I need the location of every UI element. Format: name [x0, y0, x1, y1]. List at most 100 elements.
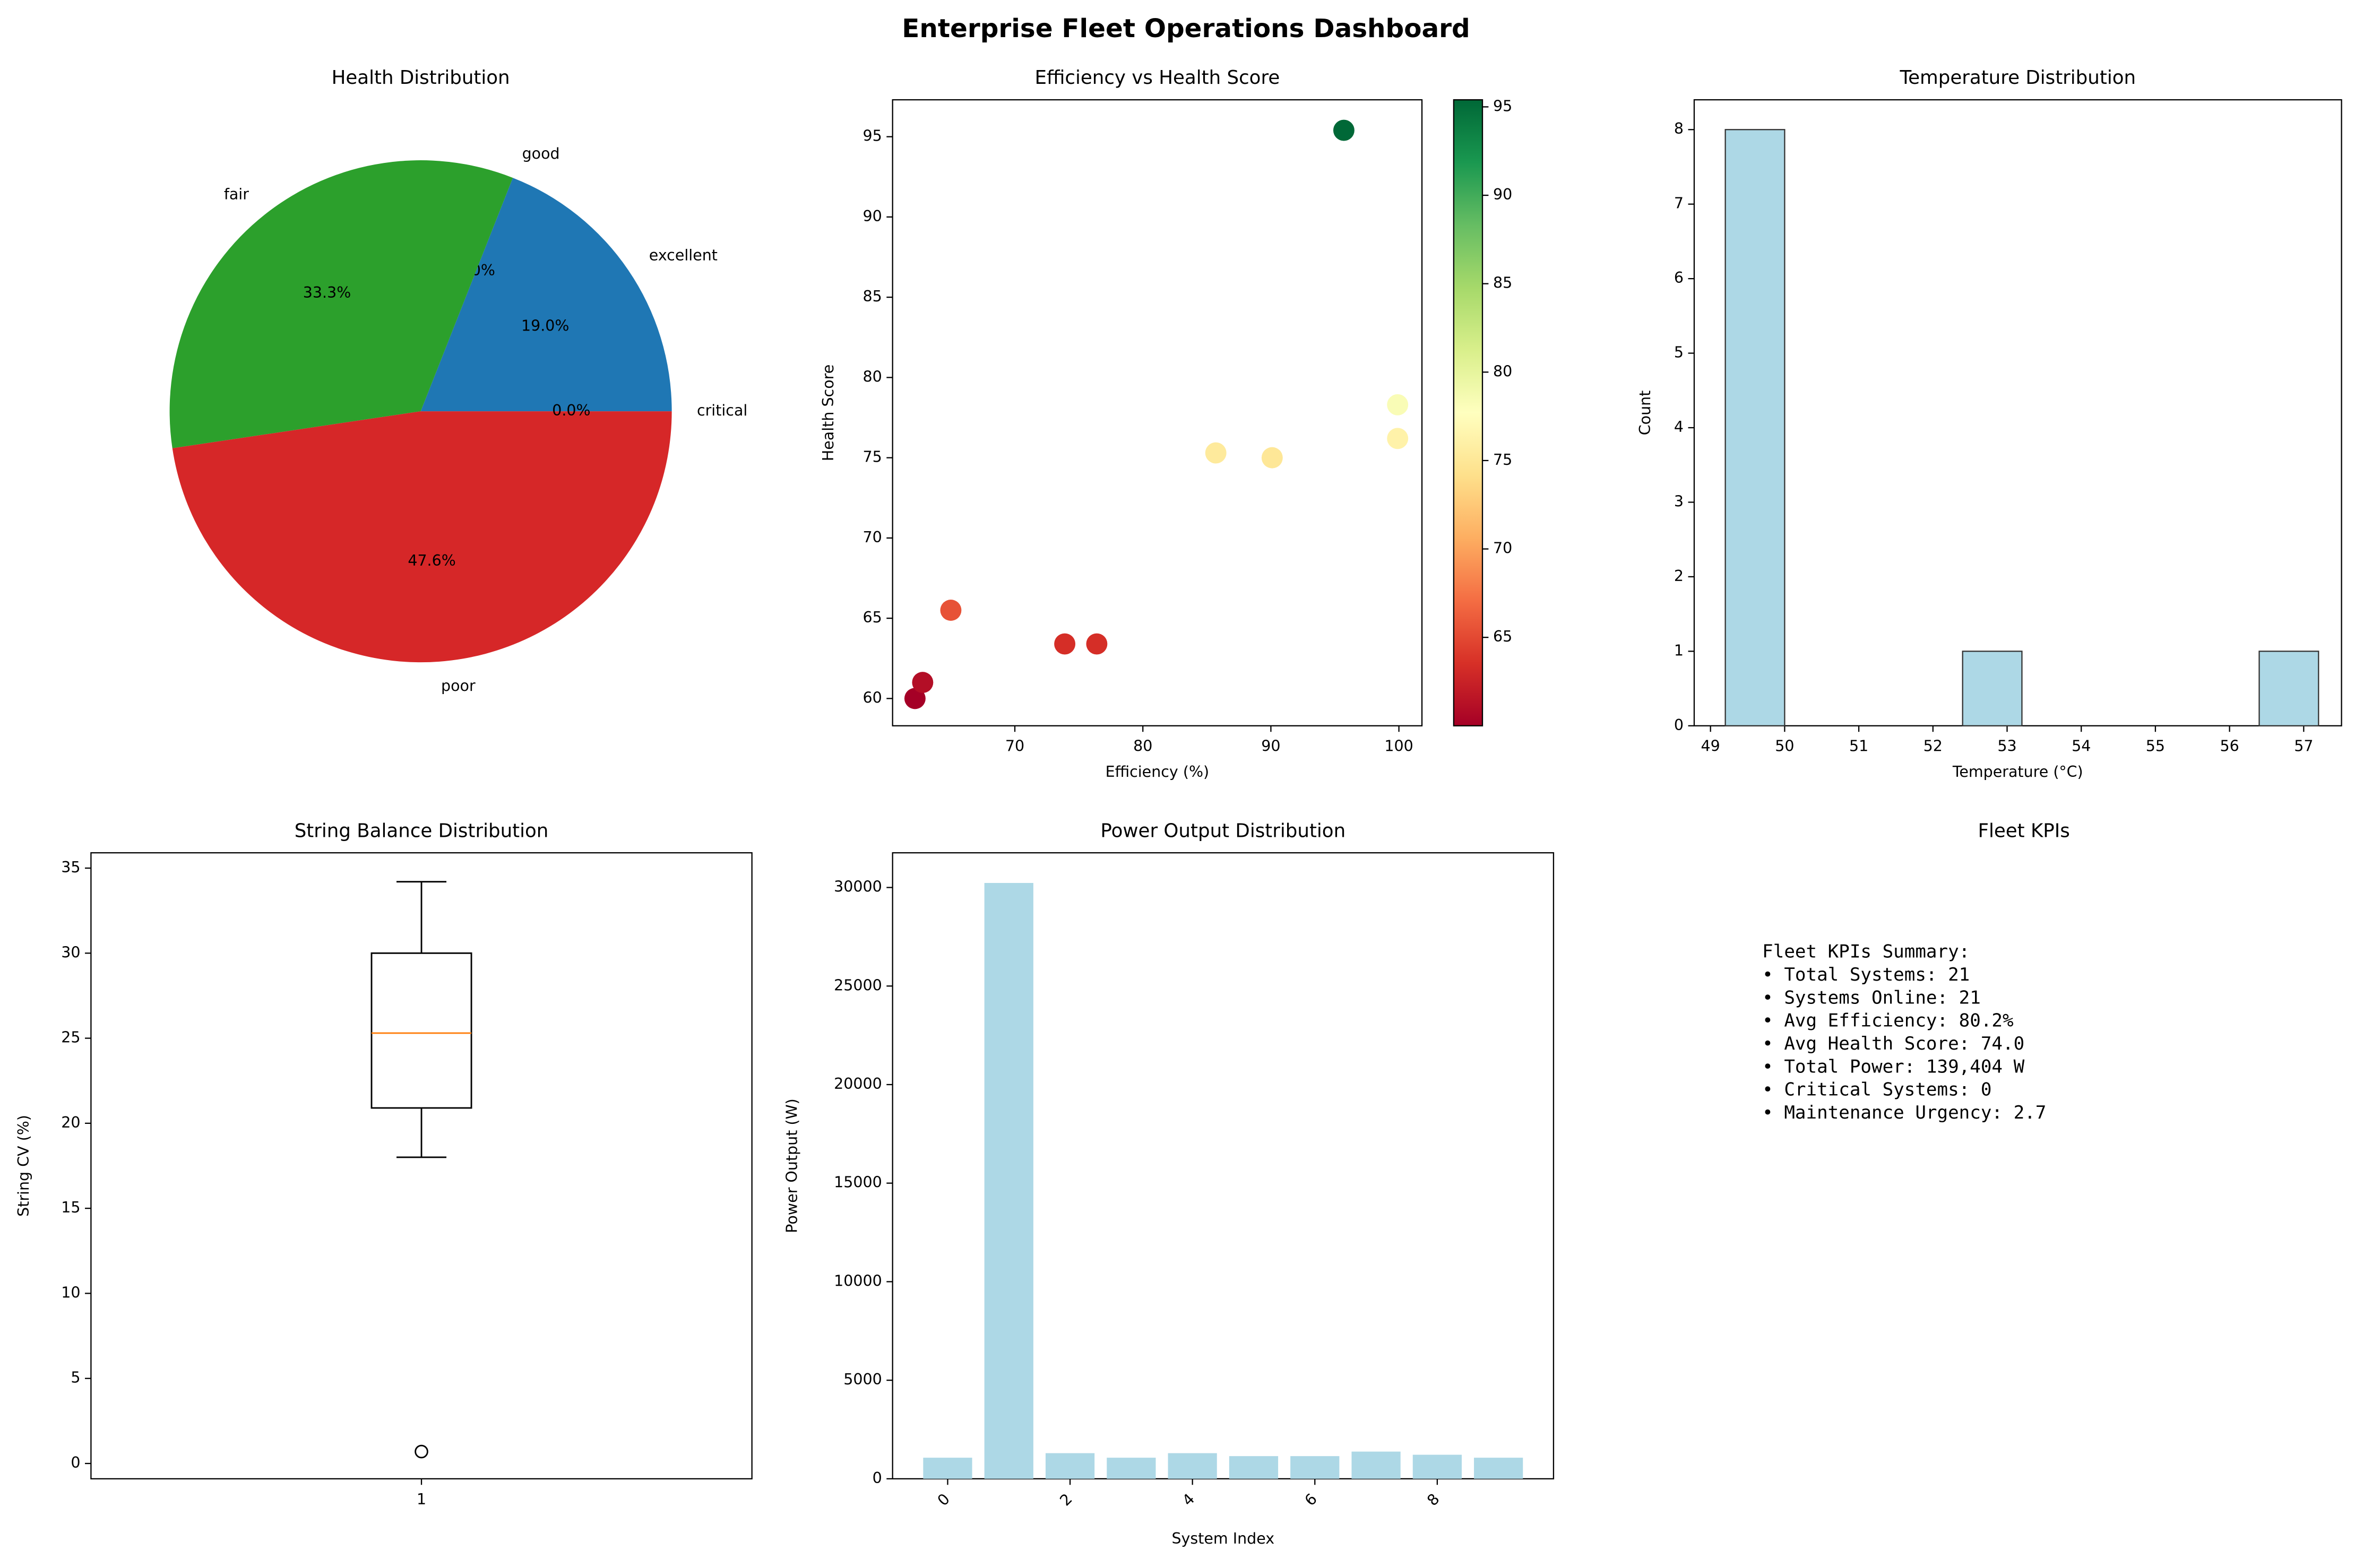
bar	[923, 1458, 972, 1479]
pie-label: critical	[697, 402, 747, 419]
x-tick-label: 57	[2294, 738, 2313, 755]
y-axis-label: String CV (%)	[15, 1115, 32, 1217]
kpi-line: Fleet KPIs Summary:	[1762, 941, 1970, 963]
y-tick-label: 10	[61, 1284, 80, 1301]
y-tick-label: 25000	[834, 976, 882, 994]
y-tick-label: 0	[1674, 716, 1684, 734]
y-tick-label: 30	[61, 943, 80, 961]
kpi-line: • Maintenance Urgency: 2.7	[1762, 1102, 2046, 1123]
bar	[984, 882, 1033, 1479]
axes-frame	[90, 852, 753, 1480]
scatter-point	[940, 600, 962, 621]
x-tick-label: 90	[1261, 738, 1280, 755]
kpi-line: • Avg Health Score: 74.0	[1762, 1033, 2024, 1054]
y-tick-label: 8	[1674, 120, 1684, 137]
y-tick-label: 15	[61, 1199, 80, 1216]
y-tick-label: 30000	[834, 878, 882, 896]
box	[370, 952, 472, 1109]
y-tick-label: 95	[862, 127, 882, 145]
scatter-point	[1261, 447, 1283, 469]
axes-title: Temperature Distribution	[1899, 67, 2136, 89]
kpi-line: • Total Systems: 21	[1762, 964, 1970, 985]
y-tick-label: 10000	[834, 1272, 882, 1289]
scatter-point	[1333, 119, 1355, 141]
histogram-bar	[1962, 651, 2023, 726]
x-tick-label: 51	[1849, 738, 1868, 755]
axes-frame	[892, 99, 1423, 726]
scatter-point	[904, 688, 926, 709]
x-tick-label: 100	[1384, 738, 1413, 755]
y-tick-label: 1	[1674, 642, 1684, 659]
x-axis-label: Temperature (°C)	[1952, 763, 2083, 781]
y-tick-label: 85	[862, 288, 882, 305]
y-tick-label: 70	[862, 529, 882, 546]
pie-wedge	[172, 411, 672, 663]
colorbar-tick-label: 95	[1493, 97, 1512, 115]
pie-label: excellent	[649, 246, 718, 264]
y-tick-label: 0	[873, 1469, 882, 1487]
kpi-title: Fleet KPIs	[1978, 820, 2069, 842]
bar	[1107, 1458, 1156, 1479]
y-tick-label: 0	[71, 1454, 80, 1471]
colorbar	[1453, 99, 1483, 726]
x-tick-label: 49	[1701, 738, 1720, 755]
bar	[1229, 1456, 1279, 1479]
colorbar-tick-label: 90	[1493, 186, 1512, 203]
dashboard-title: Enterprise Fleet Operations Dashboard	[902, 14, 1470, 44]
axes-title: Efficiency vs Health Score	[1034, 67, 1280, 89]
bar	[1290, 1456, 1340, 1479]
scatter-point	[1205, 442, 1227, 464]
y-tick-label: 80	[862, 368, 882, 385]
axes-title: Power Output Distribution	[1100, 820, 1345, 842]
y-tick-label: 75	[862, 448, 882, 466]
y-tick-label: 90	[862, 207, 882, 225]
y-tick-label: 5	[71, 1369, 80, 1387]
histogram-bar	[1724, 129, 1786, 726]
kpi-line: • Total Power: 139,404 W	[1762, 1056, 2024, 1077]
x-tick-label: 1	[417, 1491, 426, 1508]
flier	[415, 1444, 428, 1459]
x-tick-label: 54	[2072, 738, 2091, 755]
kpi-line: • Avg Efficiency: 80.2%	[1762, 1010, 2014, 1032]
x-tick-label: 56	[2220, 738, 2239, 755]
y-tick-label: 25	[61, 1029, 80, 1046]
y-tick-label: 20	[61, 1114, 80, 1131]
y-tick-label: 4	[1674, 418, 1684, 436]
scatter-point	[1054, 633, 1076, 655]
pie-label: fair	[224, 186, 249, 203]
histogram-bar	[2258, 651, 2319, 726]
y-axis-label: Power Output (W)	[783, 1098, 801, 1233]
pie-value-label: 0.0%	[552, 402, 590, 419]
colorbar-tick-label: 65	[1493, 628, 1512, 645]
scatter-point	[1387, 394, 1409, 415]
x-tick-label: 70	[1005, 738, 1024, 755]
y-axis-label: Count	[1636, 391, 1654, 436]
bar	[1412, 1454, 1462, 1479]
kpi-line: • Systems Online: 21	[1762, 987, 1981, 1008]
colorbar-tick-label: 80	[1493, 362, 1512, 380]
scatter-point	[1387, 428, 1409, 449]
kpi-line: • Critical Systems: 0	[1762, 1079, 1991, 1101]
scatter-point	[912, 672, 934, 694]
x-tick-label: 55	[2146, 738, 2165, 755]
x-axis-label: Efficiency (%)	[1106, 763, 1210, 781]
x-axis-label: System Index	[1171, 1530, 1274, 1547]
pie-label: good	[522, 145, 560, 162]
colorbar-tick-label: 70	[1493, 540, 1512, 557]
y-tick-label: 20000	[834, 1075, 882, 1093]
y-tick-label: 5	[1674, 344, 1684, 361]
bar	[1474, 1458, 1523, 1479]
colorbar-tick-label: 85	[1493, 274, 1512, 292]
scatter-point	[1086, 633, 1108, 655]
pie-wedge	[169, 160, 513, 448]
y-tick-label: 65	[862, 609, 882, 626]
x-tick-label: 80	[1133, 738, 1152, 755]
pie-value-label: 19.0%	[521, 317, 570, 334]
pie-label: poor	[441, 677, 476, 695]
pie-value-label: 33.3%	[303, 284, 351, 301]
y-tick-label: 6	[1674, 269, 1684, 287]
pie-wedge	[420, 178, 672, 412]
x-tick-label: 53	[1997, 738, 2016, 755]
colorbar-tick-label: 75	[1493, 451, 1512, 469]
